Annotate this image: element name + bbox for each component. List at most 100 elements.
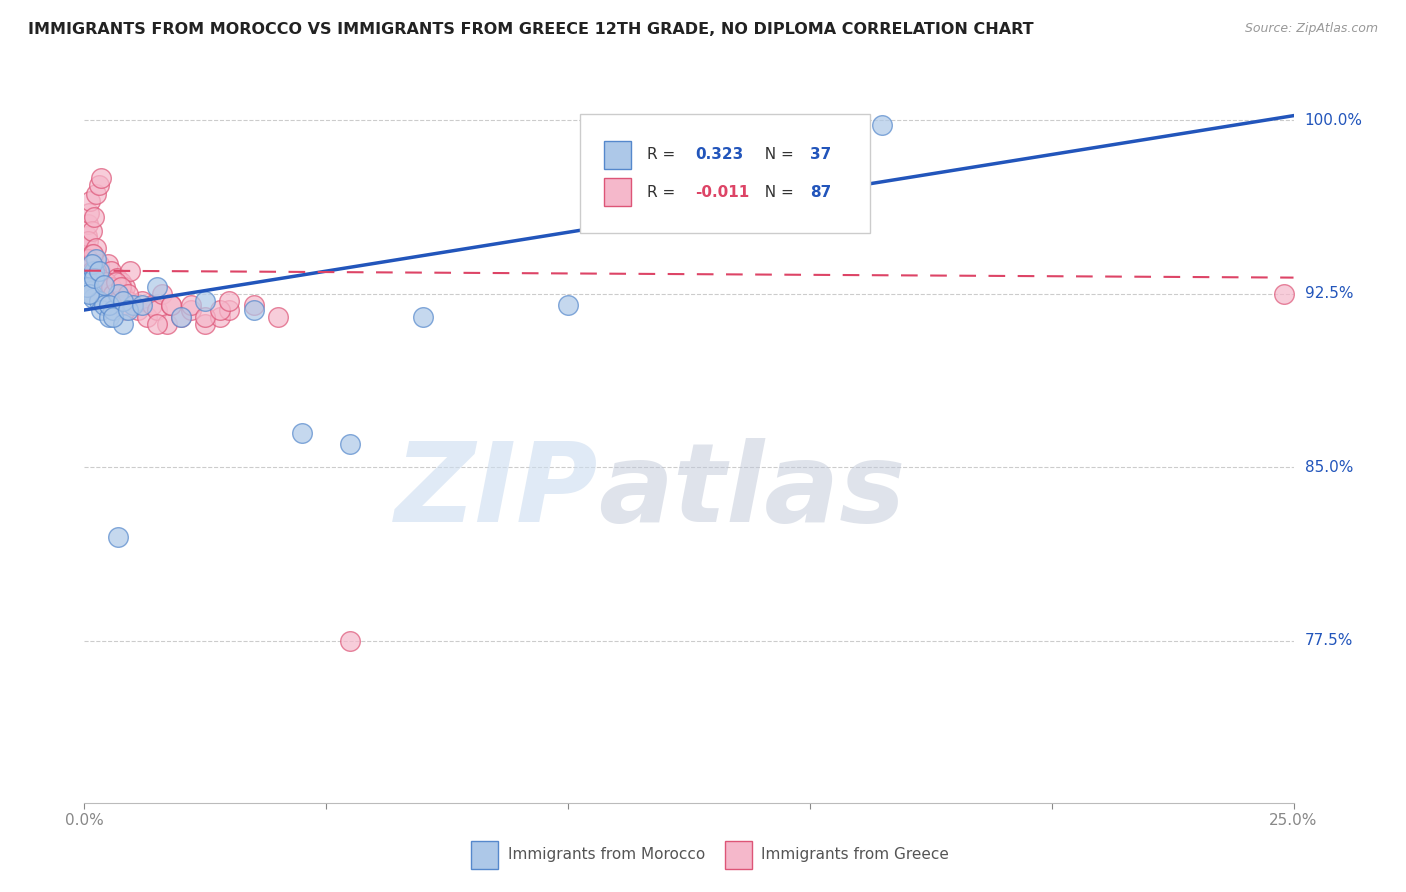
Point xyxy=(93,298,115,312)
Point xyxy=(127,303,149,318)
Point xyxy=(131,293,153,308)
Point xyxy=(93,280,115,294)
Point xyxy=(146,280,169,294)
Point xyxy=(82,263,104,277)
Point xyxy=(83,263,105,277)
Point xyxy=(80,247,103,261)
Point xyxy=(90,171,112,186)
Point xyxy=(89,263,111,277)
Point xyxy=(107,293,129,308)
Text: Immigrants from Morocco: Immigrants from Morocco xyxy=(508,847,704,863)
Point xyxy=(86,240,108,254)
Point xyxy=(110,275,132,289)
Point xyxy=(180,298,202,312)
Point xyxy=(160,298,183,312)
Point xyxy=(82,252,104,266)
Point xyxy=(194,310,217,324)
Point xyxy=(112,298,135,312)
Bar xyxy=(605,178,631,206)
Point xyxy=(170,310,193,324)
Bar xyxy=(725,841,752,870)
Text: IMMIGRANTS FROM MOROCCO VS IMMIGRANTS FROM GREECE 12TH GRADE, NO DIPLOMA CORRELA: IMMIGRANTS FROM MOROCCO VS IMMIGRANTS FR… xyxy=(28,22,1033,37)
Point xyxy=(80,286,103,301)
Point xyxy=(97,310,120,324)
Point xyxy=(150,286,173,301)
Point xyxy=(136,310,159,324)
Point xyxy=(86,252,108,266)
Point xyxy=(339,633,361,648)
Text: R =: R = xyxy=(647,147,679,162)
Point xyxy=(110,280,132,294)
Point xyxy=(1272,286,1295,301)
Bar xyxy=(471,841,498,870)
Point xyxy=(87,293,110,308)
Point xyxy=(76,263,98,277)
Point xyxy=(117,293,139,308)
Point xyxy=(87,257,110,271)
Point xyxy=(103,275,125,289)
Point xyxy=(97,293,120,308)
Point xyxy=(291,425,314,440)
Point xyxy=(208,303,231,318)
Point xyxy=(100,263,122,277)
Point xyxy=(412,310,434,324)
Point xyxy=(872,118,894,132)
Point xyxy=(77,252,100,266)
Point xyxy=(117,286,139,301)
Text: N =: N = xyxy=(755,185,799,200)
Point xyxy=(77,286,100,301)
Bar xyxy=(605,141,631,169)
Point xyxy=(84,280,107,294)
Point xyxy=(75,240,97,254)
Point xyxy=(103,310,125,324)
Point xyxy=(114,303,136,318)
Point xyxy=(87,263,110,277)
Point xyxy=(97,298,120,312)
Text: 37: 37 xyxy=(810,147,831,162)
Text: 77.5%: 77.5% xyxy=(1305,633,1353,648)
Point xyxy=(339,437,361,451)
Point xyxy=(77,275,100,289)
Point xyxy=(103,303,125,318)
Point xyxy=(107,286,129,301)
Point xyxy=(83,211,105,225)
Point xyxy=(77,270,100,285)
Point xyxy=(86,263,108,277)
Point xyxy=(93,275,115,289)
Text: 92.5%: 92.5% xyxy=(1305,286,1353,301)
Point xyxy=(557,298,579,312)
Point xyxy=(80,224,103,238)
Point xyxy=(83,270,105,285)
Point xyxy=(114,280,136,294)
Point xyxy=(155,317,177,331)
Point xyxy=(83,270,105,285)
Point xyxy=(90,303,112,318)
Point xyxy=(105,270,128,285)
Point xyxy=(84,275,107,289)
Point xyxy=(267,310,290,324)
Point xyxy=(94,275,117,289)
Point xyxy=(194,293,217,308)
Point xyxy=(79,257,101,271)
Point xyxy=(112,293,135,308)
Point xyxy=(91,270,114,285)
Point xyxy=(120,263,142,277)
Point xyxy=(76,270,98,285)
Point xyxy=(160,298,183,312)
Point xyxy=(121,298,143,312)
Point xyxy=(83,275,105,289)
FancyBboxPatch shape xyxy=(581,114,870,233)
Point xyxy=(112,317,135,331)
Point xyxy=(104,275,127,289)
Text: 0.323: 0.323 xyxy=(695,147,744,162)
Point xyxy=(90,280,112,294)
Text: -0.011: -0.011 xyxy=(695,185,749,200)
Point xyxy=(208,310,231,324)
Point xyxy=(98,286,121,301)
Point xyxy=(79,285,101,299)
Point xyxy=(97,257,120,271)
Point xyxy=(76,218,98,232)
Text: 85.0%: 85.0% xyxy=(1305,459,1353,475)
Point xyxy=(146,317,169,331)
Point xyxy=(107,280,129,294)
